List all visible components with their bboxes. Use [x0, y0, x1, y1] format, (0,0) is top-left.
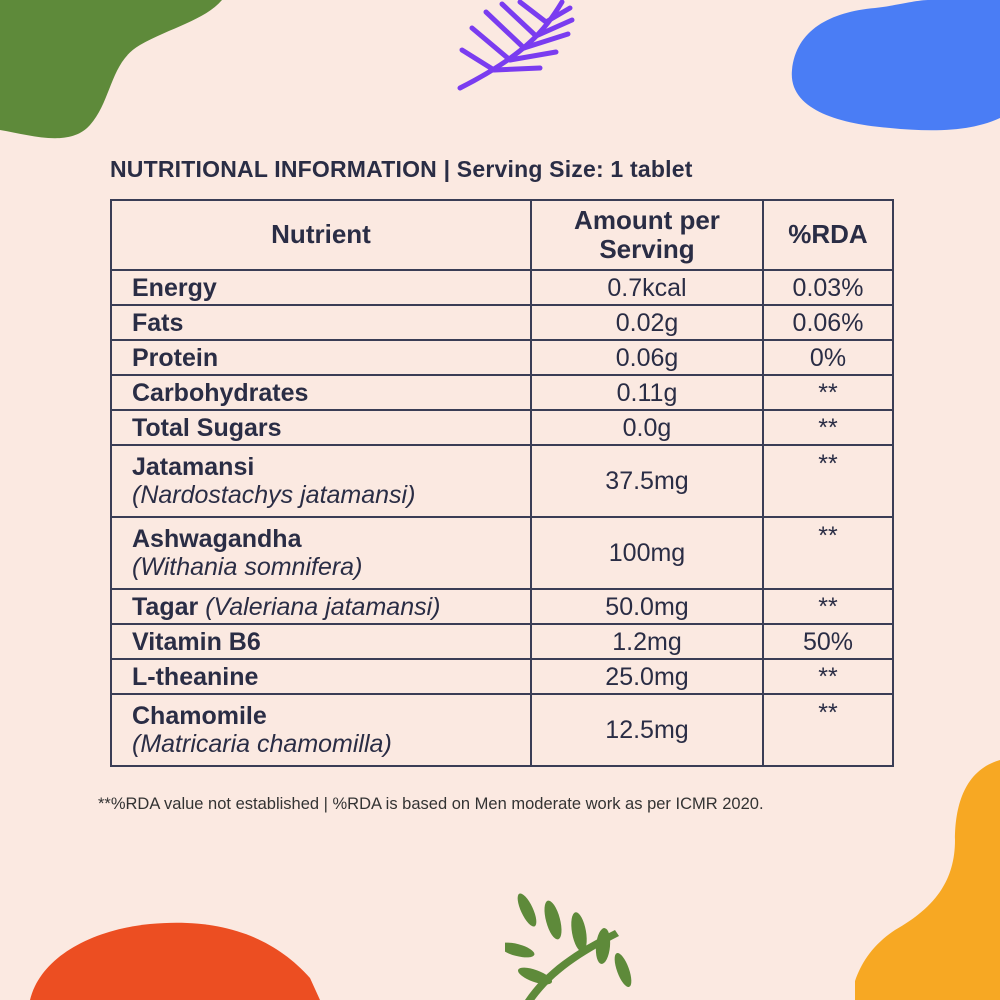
table-row: Energy 0.7kcal 0.03%	[110, 269, 894, 306]
blue-blob-top-right	[791, 0, 1000, 131]
nutrient-amount: 0.0g	[530, 409, 764, 446]
page-title: NUTRITIONAL INFORMATION | Serving Size: …	[110, 156, 693, 182]
nutrient-rda: 50%	[762, 623, 894, 660]
table-row: Vitamin B6 1.2mg 50%	[110, 623, 894, 660]
nutrient-amount: 0.11g	[530, 374, 764, 411]
nutrient-name-cell: Chamomile (Matricaria chamomilla)	[110, 693, 532, 767]
nutrient-name-cell: Tagar (Valeriana jatamansi)	[110, 588, 532, 625]
nutrient-amount: 0.02g	[530, 304, 764, 341]
nutrient-name: Carbohydrates	[110, 374, 532, 411]
nutrient-name: Tagar	[132, 592, 199, 621]
nutrient-rda: **	[762, 409, 894, 446]
nutrient-name: Chamomile	[132, 702, 267, 730]
nutrient-name: Energy	[110, 269, 532, 306]
nutrient-rda: **	[762, 374, 894, 411]
nutrition-table: Nutrient Amount per Serving %RDA Energy …	[110, 199, 894, 767]
orange-blob-bottom-right	[855, 760, 1000, 1000]
nutrient-name: Jatamansi	[132, 453, 255, 481]
purple-leaf-icon	[457, 0, 575, 91]
nutrient-name: Ashwagandha	[132, 525, 302, 553]
nutrient-amount: 0.06g	[530, 339, 764, 376]
header-amount: Amount per Serving	[530, 199, 764, 271]
nutrient-name: L-theanine	[110, 658, 532, 695]
table-row: Carbohydrates 0.11g **	[110, 374, 894, 411]
nutrient-rda: **	[762, 516, 894, 590]
nutrient-rda: **	[762, 588, 894, 625]
nutrient-amount: 50.0mg	[530, 588, 764, 625]
nutrient-rda: **	[762, 693, 894, 767]
nutrient-rda: **	[762, 658, 894, 695]
nutrient-name-cell: Ashwagandha (Withania somnifera)	[110, 516, 532, 590]
table-header-row: Nutrient Amount per Serving %RDA	[110, 199, 894, 271]
nutrient-amount: 1.2mg	[530, 623, 764, 660]
table-row: Protein 0.06g 0%	[110, 339, 894, 376]
table-row: Chamomile (Matricaria chamomilla) 12.5mg…	[110, 693, 894, 767]
table-row: Ashwagandha (Withania somnifera) 100mg *…	[110, 516, 894, 590]
table-row: Fats 0.02g 0.06%	[110, 304, 894, 341]
table-row: L-theanine 25.0mg **	[110, 658, 894, 695]
header-rda: %RDA	[762, 199, 894, 271]
nutrient-amount: 25.0mg	[530, 658, 764, 695]
nutrient-amount: 37.5mg	[530, 444, 764, 518]
nutrient-name: Fats	[110, 304, 532, 341]
green-blob-top-left	[0, 0, 222, 139]
nutrient-name: Protein	[110, 339, 532, 376]
nutrient-scientific-name: (Nardostachys jatamansi)	[132, 481, 416, 509]
nutrient-amount: 0.7kcal	[530, 269, 764, 306]
nutrient-rda: **	[762, 444, 894, 518]
nutrient-name: Vitamin B6	[110, 623, 532, 660]
table-row: Total Sugars 0.0g **	[110, 409, 894, 446]
nutrient-scientific-name: (Withania somnifera)	[132, 553, 363, 581]
nutrient-scientific-name: (Matricaria chamomilla)	[132, 730, 392, 758]
table-row: Jatamansi (Nardostachys jatamansi) 37.5m…	[110, 444, 894, 518]
table-row: Tagar (Valeriana jatamansi) 50.0mg **	[110, 588, 894, 625]
nutrient-rda: 0%	[762, 339, 894, 376]
nutrient-amount: 12.5mg	[530, 693, 764, 767]
red-blob-bottom-left	[30, 922, 320, 1000]
nutrient-rda: 0.06%	[762, 304, 894, 341]
green-leaf-icon	[505, 893, 632, 1000]
nutrient-name-cell: Jatamansi (Nardostachys jatamansi)	[110, 444, 532, 518]
footnote: **%RDA value not established | %RDA is b…	[98, 795, 764, 813]
nutrient-rda: 0.03%	[762, 269, 894, 306]
nutrient-scientific-name: (Valeriana jatamansi)	[205, 592, 441, 621]
header-nutrient: Nutrient	[110, 199, 532, 271]
nutrient-name: Total Sugars	[110, 409, 532, 446]
nutrient-amount: 100mg	[530, 516, 764, 590]
